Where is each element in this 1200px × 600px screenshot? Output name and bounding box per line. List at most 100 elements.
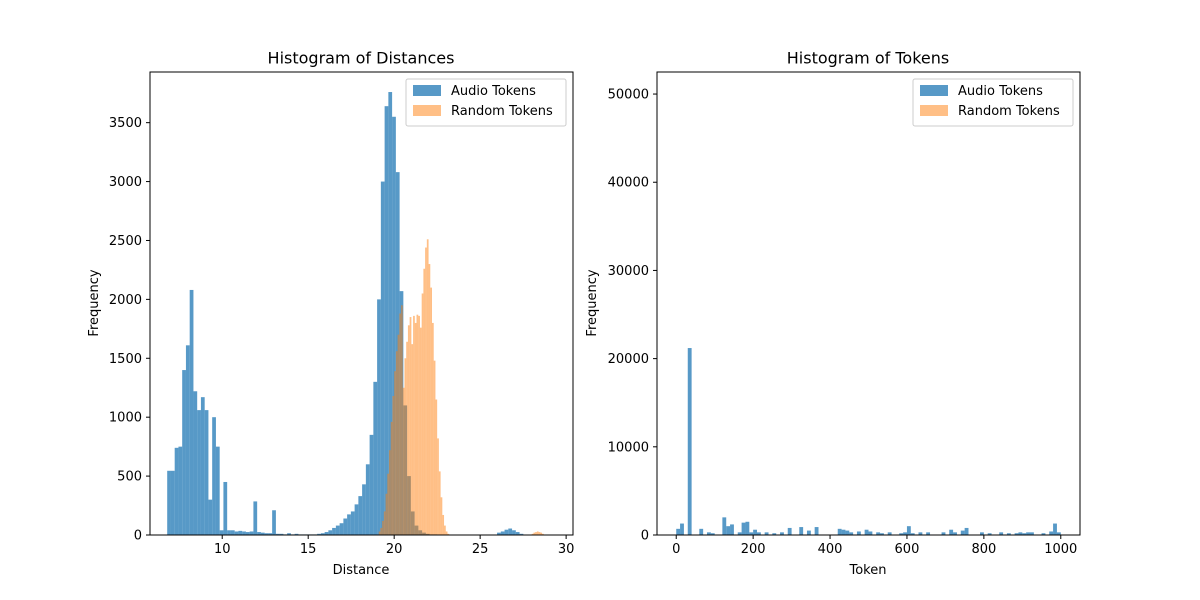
histogram-bar (373, 381, 378, 535)
histogram-bar (387, 473, 390, 535)
histogram-bar (287, 533, 291, 535)
histogram-bar (380, 181, 385, 535)
histogram-bar (397, 334, 400, 535)
histogram-bar (212, 417, 216, 535)
y-tick-label: 3000 (109, 175, 142, 190)
ticks: 10 15 20 25 30 0 500 1000 1500 2000 2500 3000 3500 (109, 116, 574, 557)
histogram-bar (204, 410, 209, 535)
histogram-bar (257, 532, 261, 535)
histogram-bar (275, 533, 280, 535)
x-tick-label: 1000 (1044, 542, 1077, 557)
series-random-tokens (378, 239, 544, 536)
x-tick-label: 800 (971, 542, 996, 557)
histogram-bar (1041, 533, 1046, 535)
y-tick-label: 1000 (109, 411, 142, 426)
histogram-bar (1026, 532, 1031, 535)
x-axis-label: Token (849, 563, 887, 578)
histogram-bar (710, 533, 715, 535)
histogram-bar (906, 526, 911, 535)
histogram-bar (197, 410, 201, 535)
histogram-bar (339, 523, 344, 535)
chart-title: Histogram of Tokens (787, 49, 949, 68)
histogram-bar (542, 533, 544, 535)
x-tick-label: 200 (741, 542, 766, 557)
legend: Audio Tokens Random Tokens (405, 78, 567, 127)
legend-swatch-random (413, 105, 441, 116)
histogram-bar (421, 293, 424, 535)
histogram-bar (174, 447, 179, 535)
histogram-bar (182, 370, 186, 535)
histogram-bar (745, 521, 750, 535)
histogram-bar (230, 530, 235, 535)
histogram-bar (377, 299, 381, 535)
histogram-bar (799, 527, 804, 535)
x-tick-label: 15 (300, 542, 317, 557)
legend-swatch-audio (413, 85, 441, 96)
histogram-bar (433, 360, 436, 535)
histogram-bar (500, 531, 505, 535)
histogram-bar (419, 327, 422, 535)
x-tick-label: 600 (895, 542, 920, 557)
histogram-bar (170, 470, 175, 535)
legend-label-random: Random Tokens (958, 104, 1060, 119)
legend-label-random: Random Tokens (451, 104, 553, 119)
histogram-bar (219, 530, 224, 535)
histogram-bar (941, 532, 946, 535)
histogram-bar (536, 531, 539, 535)
histogram-bar (845, 530, 850, 535)
histogram-bar (200, 397, 205, 535)
histogram-bar (416, 314, 419, 535)
histogram-bar (249, 531, 254, 535)
histogram-bar (438, 471, 441, 535)
histogram-bar (358, 496, 363, 535)
histogram-bar (1018, 532, 1023, 535)
histogram-bar (910, 533, 915, 535)
histogram-bar (208, 499, 213, 535)
ticks: 0 200 400 600 800 100001000020000300004000050… (608, 88, 1078, 557)
histogram-bar (1014, 533, 1019, 535)
histogram-bar (193, 391, 198, 535)
y-tick-label: 10000 (608, 440, 649, 455)
histogram-bar (876, 532, 881, 535)
histogram-bar (445, 531, 448, 535)
histogram-bar (343, 518, 348, 535)
histogram-bar (328, 530, 333, 535)
histogram-bar (706, 532, 711, 535)
histogram-bar (362, 484, 366, 535)
histogram-bar (980, 532, 984, 535)
histogram-bar (294, 533, 299, 535)
histogram-bar (215, 446, 220, 535)
histogram-bar (380, 527, 383, 535)
histogram-bar (756, 532, 761, 535)
histogram-bar (949, 529, 954, 535)
x-tick-label: 25 (472, 542, 489, 557)
y-tick-label: 50000 (608, 88, 649, 103)
histogram-bar (741, 522, 746, 535)
histogram-bar (272, 510, 276, 535)
histogram-bar (413, 315, 415, 535)
chart-title: Histogram of Distances (268, 49, 455, 68)
series-audio-tokens (676, 348, 1061, 535)
histogram-bar (227, 530, 231, 535)
histogram-bar (234, 531, 239, 535)
histogram-bar (512, 530, 516, 535)
histogram-bar (335, 525, 340, 535)
histogram-bar (918, 532, 923, 535)
y-tick-label: 40000 (608, 176, 649, 191)
histogram-bar (185, 345, 190, 535)
histogram-bar (411, 344, 414, 535)
histogram-bar (1030, 532, 1034, 535)
histogram-bar (401, 305, 403, 535)
histogram-bar (385, 493, 388, 535)
histogram-bar (533, 532, 536, 535)
histogram-bar (806, 530, 811, 535)
y-tick-label: 2000 (109, 293, 142, 308)
histogram-bar (903, 532, 907, 535)
histogram-bar (999, 532, 1004, 535)
legend-box (405, 78, 567, 127)
histogram-bar (189, 289, 194, 535)
tokens-histogram: Histogram of Tokens 0 200 400 600 800 1000010… (585, 49, 1081, 578)
y-tick-label: 0 (641, 529, 649, 544)
legend-label-audio: Audio Tokens (958, 84, 1043, 99)
histogram-bar (384, 106, 389, 536)
